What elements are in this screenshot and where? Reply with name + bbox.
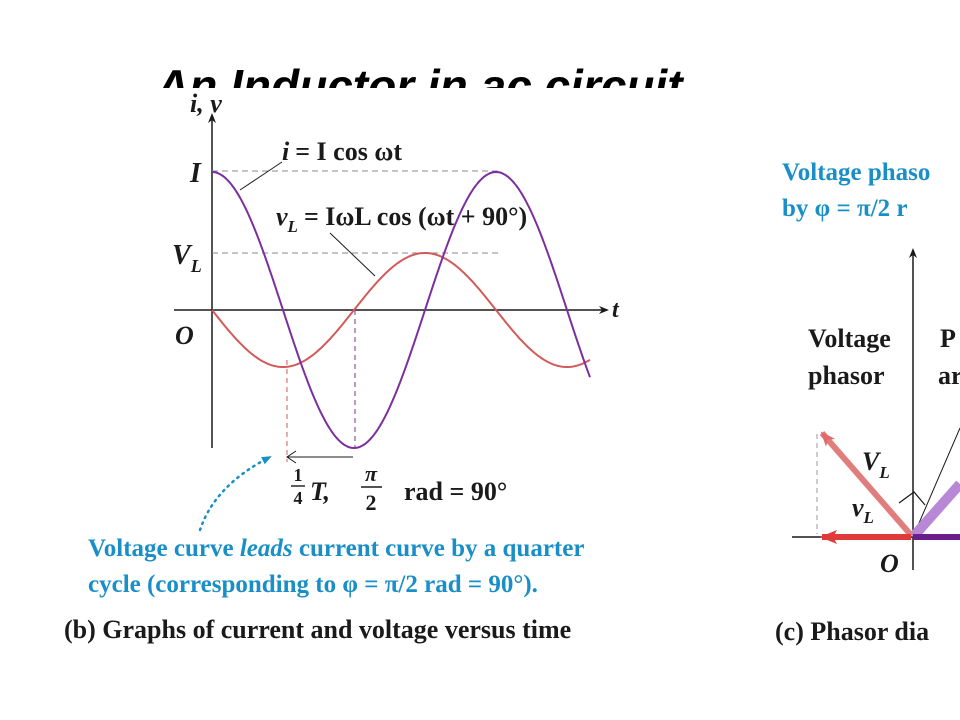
voltage-equation: vL = IωL cos (ωt + 90°)	[276, 202, 527, 236]
VL-label: VL	[862, 447, 890, 482]
svg-text:1: 1	[294, 465, 303, 485]
current-eq-leader	[239, 161, 283, 191]
current-phasor-leader	[912, 427, 960, 538]
voltage-label: Voltage	[808, 324, 891, 353]
figure-backdrop	[150, 88, 790, 128]
note-pointer	[198, 455, 272, 532]
phasor-origin-label: O	[880, 549, 899, 578]
phasor-heading-2: by φ = π/2 r	[782, 195, 908, 222]
svg-text:4: 4	[294, 488, 303, 508]
origin-label: O	[175, 321, 194, 350]
voltage-eq-leader	[329, 232, 376, 277]
note-line-1: Voltage curve leads current curve by a q…	[88, 535, 584, 562]
current-equation: i = I cos ωt	[282, 137, 402, 166]
phasor-label: phasor	[808, 361, 885, 390]
tick-VL: VL	[172, 240, 202, 276]
svg-text:π: π	[365, 461, 378, 486]
caption-b: (b) Graphs of current and voltage versus…	[64, 615, 571, 644]
svg-text:rad = 90°: rad = 90°	[404, 477, 507, 506]
svg-text:2: 2	[366, 490, 377, 515]
quarter-dimension-arrow	[286, 450, 297, 464]
graph-b: i, v t I VL O i = I cos ωt vL = IωL cos (ω…	[64, 89, 620, 644]
voltage-phasor	[819, 431, 914, 537]
svg-text:T,: T,	[310, 477, 330, 506]
current-curve	[211, 170, 591, 450]
quarter-cycle-label: 1 4 T, π 2 rad = 90°	[291, 461, 507, 515]
tick-I: I	[189, 158, 202, 189]
vL-label: vL	[852, 493, 874, 527]
voltage-curve	[211, 252, 591, 368]
graph-c: Voltage phaso by φ = π/2 r Voltage phaso…	[775, 159, 960, 646]
partial-label-ar: ar	[938, 361, 960, 390]
caption-c: (c) Phasor dia	[775, 617, 929, 646]
y-axis-label: i, v	[190, 89, 222, 118]
current-phasor	[909, 480, 960, 541]
right-angle-mark	[898, 491, 926, 506]
note-line-2: cycle (corresponding to φ = π/2 rad = 90…	[88, 571, 538, 598]
partial-label-p: P	[940, 324, 956, 353]
phasor-heading-1: Voltage phaso	[782, 159, 930, 186]
x-axis-label: t	[612, 297, 620, 323]
